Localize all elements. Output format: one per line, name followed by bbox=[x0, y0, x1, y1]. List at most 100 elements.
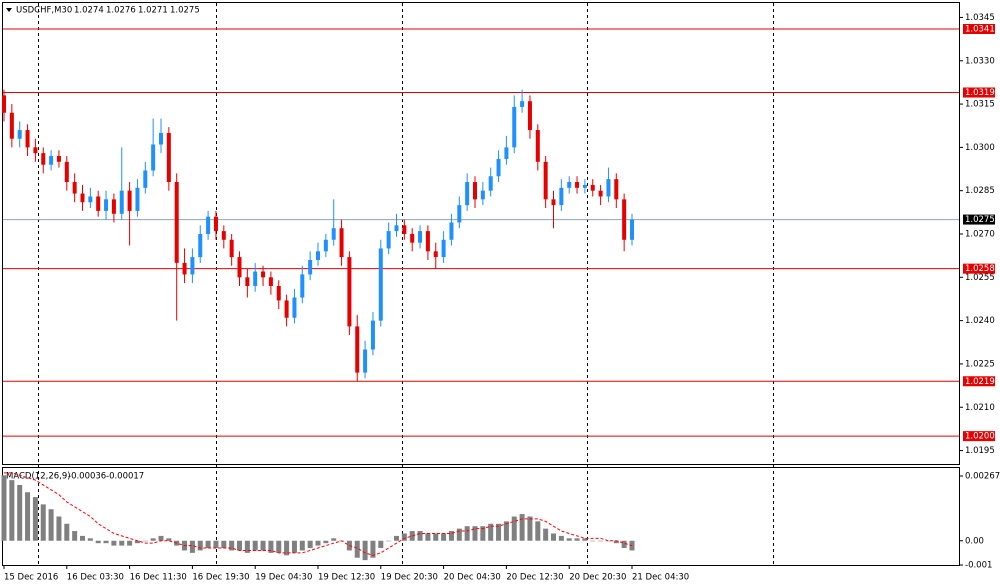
level-label: 1.0219 bbox=[965, 377, 995, 387]
ohlc-low: 1.0271 bbox=[138, 6, 168, 16]
candle-body bbox=[143, 170, 148, 188]
level-label: 1.0319 bbox=[965, 88, 995, 98]
macd-bar bbox=[543, 528, 549, 541]
symbol: USDCHF,M30 bbox=[16, 6, 72, 16]
candle-body bbox=[96, 196, 101, 211]
candle-body bbox=[543, 161, 548, 200]
macd-panel bbox=[2, 467, 960, 566]
candle-body bbox=[449, 222, 454, 240]
macd-bar bbox=[488, 523, 494, 541]
candle-body bbox=[127, 190, 132, 211]
candle-body bbox=[56, 156, 61, 162]
x-tick-label: 15 Dec 2016 bbox=[4, 573, 58, 583]
y-tick-label: 1.0270 bbox=[965, 230, 995, 240]
candle-body bbox=[80, 193, 85, 203]
current-price-label: 1.0275 bbox=[965, 215, 995, 225]
candle-body bbox=[166, 132, 171, 183]
candle-body bbox=[292, 297, 297, 318]
x-tick-label: 20 Dec 04:30 bbox=[444, 573, 501, 583]
candle-body bbox=[425, 231, 430, 252]
x-tick-label: 16 Dec 03:30 bbox=[67, 573, 124, 583]
macd-bar bbox=[464, 526, 470, 541]
ohlc-open: 1.0274 bbox=[74, 6, 104, 16]
candle-body bbox=[276, 285, 281, 301]
macd-bar bbox=[613, 540, 619, 544]
macd-bar bbox=[103, 540, 109, 544]
candle-body bbox=[402, 225, 407, 234]
macd-bar bbox=[95, 540, 101, 544]
current-price-tag bbox=[963, 214, 995, 225]
macd-bar bbox=[134, 540, 140, 544]
y-tick-label: 1.0300 bbox=[965, 143, 995, 153]
candle-body bbox=[237, 257, 242, 278]
macd-bar bbox=[119, 540, 125, 546]
candle-body bbox=[363, 349, 368, 373]
candle-body bbox=[284, 300, 289, 318]
macd-bar bbox=[291, 540, 297, 553]
x-tick-label: 19 Dec 20:30 bbox=[381, 573, 438, 583]
macd-bar bbox=[87, 538, 93, 541]
macd-bar bbox=[394, 535, 399, 541]
candle-body bbox=[488, 176, 493, 191]
macd-bar bbox=[17, 484, 23, 541]
macd-bar bbox=[409, 531, 415, 541]
candle-body bbox=[119, 190, 124, 214]
candle-body bbox=[2, 95, 6, 113]
macd-bar bbox=[64, 523, 70, 541]
candle-body bbox=[614, 179, 619, 200]
macd-bar bbox=[229, 540, 235, 551]
macd-bar bbox=[276, 540, 282, 553]
macd-bar bbox=[32, 497, 38, 541]
candle-body bbox=[151, 144, 156, 171]
candle-body bbox=[386, 231, 391, 249]
candle-body bbox=[480, 190, 485, 200]
macd-bar bbox=[284, 540, 290, 556]
macd-bar bbox=[331, 538, 337, 541]
level-tag bbox=[963, 23, 995, 34]
level-tag bbox=[963, 263, 995, 274]
candle-body bbox=[465, 182, 470, 206]
candle-body bbox=[378, 248, 383, 321]
menu-arrow[interactable] bbox=[6, 8, 12, 12]
candle-body bbox=[190, 257, 195, 275]
macd-value: -0.00017 bbox=[106, 472, 144, 482]
signal-line bbox=[4, 472, 633, 556]
macd-bar bbox=[299, 540, 305, 551]
macd-bar bbox=[150, 538, 156, 541]
macd-bar bbox=[535, 521, 541, 541]
macd-bar bbox=[25, 492, 31, 541]
y-tick-label: 1.0285 bbox=[965, 186, 995, 196]
y-tick-label: 0.00267 bbox=[965, 472, 1000, 482]
candle-body bbox=[159, 132, 163, 145]
candle-body bbox=[551, 199, 556, 206]
macd-bar bbox=[590, 540, 596, 542]
candle-body bbox=[323, 239, 328, 252]
x-tick-label: 16 Dec 19:30 bbox=[192, 573, 249, 583]
macd-bar bbox=[378, 540, 384, 549]
macd-bar bbox=[551, 533, 556, 541]
ohlc-high: 1.0276 bbox=[106, 6, 136, 16]
candle-body bbox=[9, 112, 14, 139]
candle-body bbox=[300, 274, 305, 298]
candle-body bbox=[308, 259, 313, 275]
macd-bar bbox=[142, 540, 148, 542]
candle-body bbox=[582, 184, 587, 188]
x-tick-label: 20 Dec 12:30 bbox=[506, 573, 563, 583]
x-tick-label: 19 Dec 04:30 bbox=[255, 573, 312, 583]
macd-bar bbox=[558, 535, 564, 541]
candle-body bbox=[253, 271, 258, 286]
candle-body bbox=[520, 101, 525, 107]
level-label: 1.0258 bbox=[965, 264, 995, 274]
macd-bar bbox=[323, 540, 329, 544]
macd-bar bbox=[574, 538, 580, 541]
candle-body bbox=[535, 130, 540, 162]
candle-body bbox=[394, 225, 399, 232]
macd-bar bbox=[496, 523, 502, 541]
x-tick-label: 20 Dec 20:30 bbox=[569, 573, 626, 583]
candle-body bbox=[88, 196, 93, 203]
candle-body bbox=[622, 199, 627, 240]
macd-bar bbox=[621, 540, 627, 549]
macd-bar bbox=[127, 540, 133, 546]
candle-body bbox=[33, 147, 38, 154]
